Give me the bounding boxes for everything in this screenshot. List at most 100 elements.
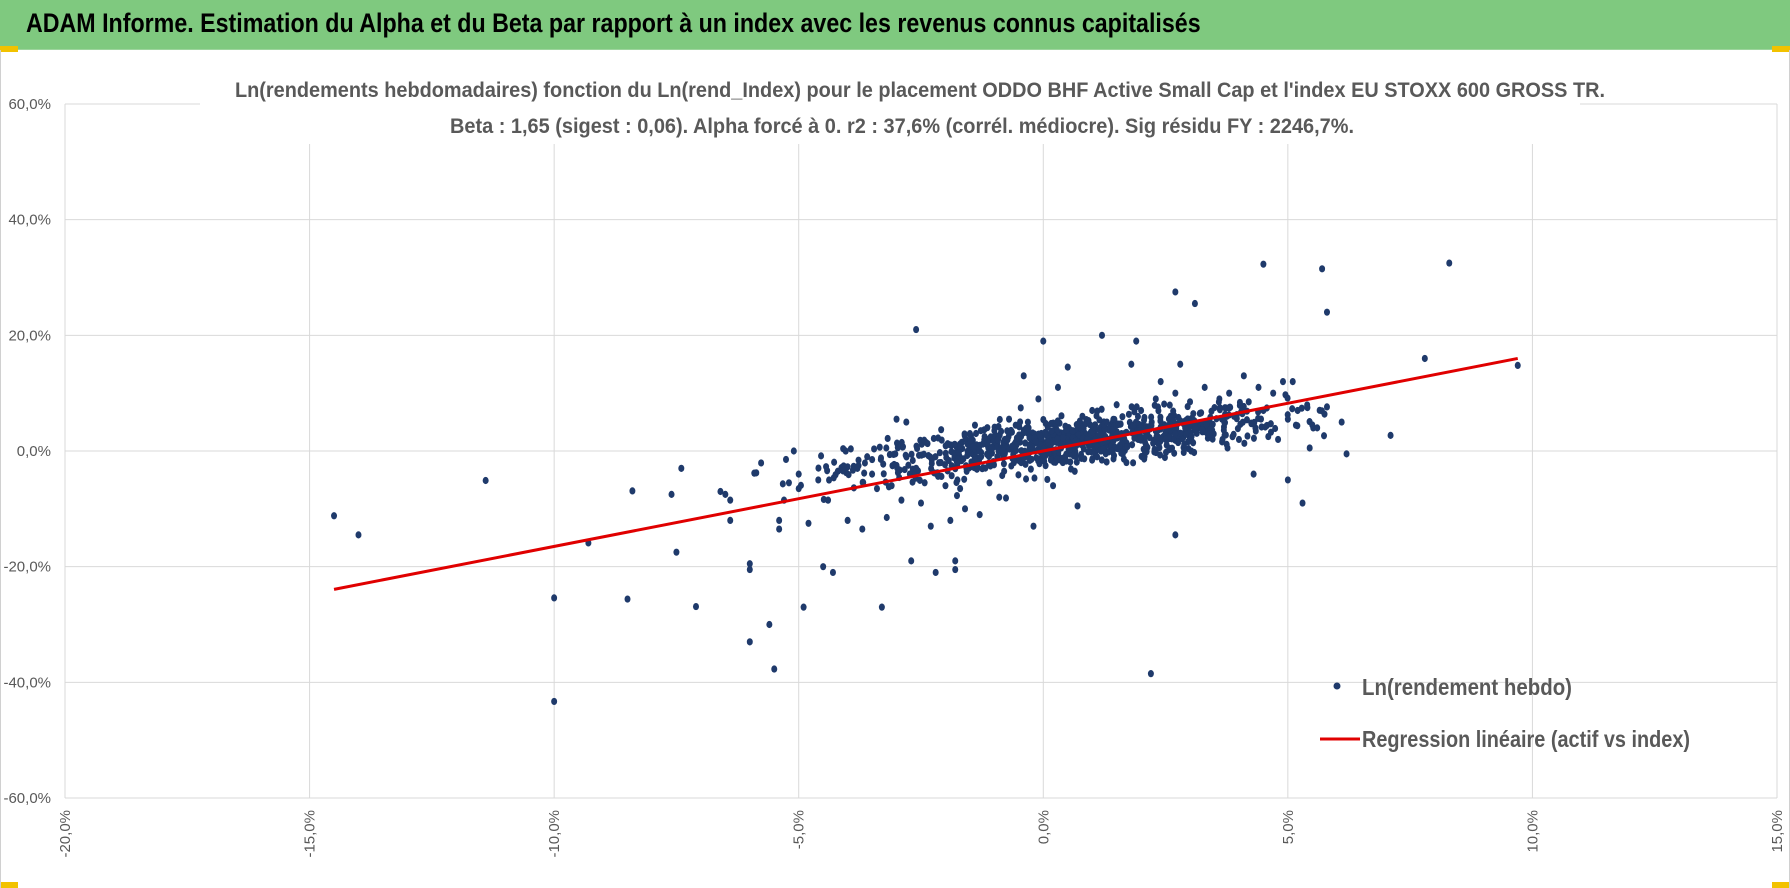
data-point (942, 449, 949, 457)
y-tick-label: 60,0% (8, 96, 51, 113)
data-point (1289, 378, 1296, 386)
data-point (994, 436, 1001, 444)
x-tick-label: -10,0% (546, 810, 563, 858)
data-point (1103, 418, 1110, 426)
data-point (1170, 407, 1177, 415)
data-point (894, 469, 901, 477)
data-point (1114, 445, 1121, 453)
data-point (1236, 398, 1243, 407)
data-point (673, 548, 680, 556)
data-point (1172, 288, 1179, 296)
data-point (1185, 445, 1192, 453)
data-point (999, 447, 1006, 455)
data-point (894, 444, 901, 452)
data-point (1284, 415, 1291, 423)
data-point (1191, 299, 1198, 308)
data-point (751, 469, 758, 477)
data-point (1032, 437, 1039, 446)
data-point (1015, 471, 1022, 479)
data-point (1006, 415, 1013, 423)
data-point (1172, 389, 1179, 397)
data-point (692, 602, 699, 611)
data-point (1060, 434, 1067, 442)
data-point (976, 511, 983, 519)
data-point (878, 603, 885, 611)
data-point (1206, 430, 1213, 438)
data-point (1343, 450, 1350, 458)
data-point (1085, 417, 1092, 425)
data-point (1182, 430, 1189, 438)
data-point (840, 445, 847, 453)
data-point (1133, 418, 1140, 426)
data-point (1169, 444, 1176, 452)
data-point (1161, 400, 1168, 408)
data-point (880, 470, 887, 478)
data-point (1067, 458, 1074, 466)
data-point (869, 455, 876, 464)
data-point (1069, 427, 1076, 435)
data-point (1323, 403, 1330, 411)
data-point (1211, 404, 1218, 412)
data-point (922, 438, 929, 446)
data-point (1059, 458, 1066, 467)
data-point (1157, 417, 1164, 425)
data-point (927, 522, 934, 530)
data-point (925, 452, 932, 460)
data-point (908, 450, 915, 458)
data-point (1142, 432, 1149, 440)
data-point (1113, 401, 1120, 409)
data-point (892, 450, 899, 458)
data-point (1133, 337, 1140, 345)
data-point (834, 467, 841, 475)
data-point (331, 512, 338, 520)
data-point (1252, 427, 1259, 435)
data-point (1446, 259, 1453, 267)
data-point (913, 442, 920, 450)
data-point (942, 482, 949, 490)
y-tick-label: 20,0% (8, 327, 51, 344)
data-point (1015, 421, 1022, 429)
data-point (1000, 460, 1007, 468)
data-point (1219, 435, 1226, 444)
data-point (1234, 425, 1241, 433)
data-point (1155, 440, 1162, 449)
data-point (1028, 455, 1035, 463)
data-point (1199, 426, 1206, 434)
data-point (805, 519, 812, 527)
data-point (1124, 443, 1131, 451)
data-point (790, 447, 797, 455)
data-point (746, 560, 753, 568)
data-point (952, 565, 959, 574)
data-point (1108, 447, 1115, 455)
data-point (1255, 383, 1262, 391)
data-point (1175, 438, 1182, 447)
data-point (839, 467, 846, 475)
data-point (1294, 422, 1301, 430)
data-point (1031, 474, 1038, 482)
data-point (1145, 423, 1152, 431)
data-point (1157, 378, 1164, 386)
data-point (1141, 413, 1148, 422)
data-point (844, 516, 851, 525)
data-point (901, 465, 908, 474)
data-point (1514, 361, 1521, 370)
data-point (776, 516, 783, 525)
data-point (1129, 441, 1136, 449)
data-point (1209, 435, 1216, 443)
data-point (938, 426, 945, 434)
data-point (1023, 475, 1030, 483)
data-point (1103, 458, 1110, 466)
data-point (953, 458, 960, 466)
data-point (1110, 455, 1117, 463)
data-point (1064, 363, 1071, 371)
data-point (1250, 434, 1257, 442)
data-point (1054, 417, 1061, 425)
data-point (1030, 522, 1037, 530)
data-point (918, 499, 924, 507)
data-point (1071, 467, 1078, 475)
regression-line-group (333, 356, 1519, 591)
data-point (1119, 413, 1126, 421)
data-point (1066, 445, 1073, 454)
tick-labels: 60,0% 40,0% 20,0% 0,0% -20,0% -40,0% -60,0% -20… (3, 96, 1786, 858)
data-point (727, 516, 734, 525)
